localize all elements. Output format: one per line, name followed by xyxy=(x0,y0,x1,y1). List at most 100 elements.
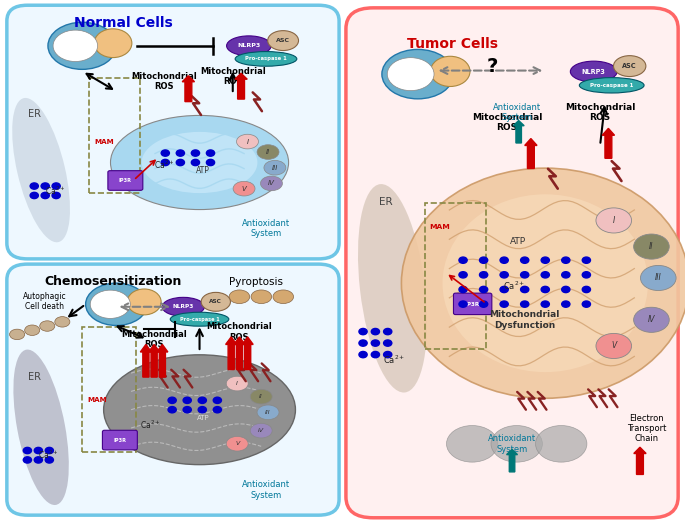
Circle shape xyxy=(541,257,549,263)
Circle shape xyxy=(479,257,488,263)
Circle shape xyxy=(176,160,184,166)
Ellipse shape xyxy=(640,265,676,290)
Text: NLRP3: NLRP3 xyxy=(173,304,194,309)
Circle shape xyxy=(500,257,508,263)
Text: I: I xyxy=(247,139,249,144)
Circle shape xyxy=(34,447,42,453)
Ellipse shape xyxy=(94,29,132,58)
Text: ATP: ATP xyxy=(197,415,210,420)
Circle shape xyxy=(30,183,38,189)
Circle shape xyxy=(191,150,199,156)
Ellipse shape xyxy=(12,98,70,242)
Ellipse shape xyxy=(171,312,229,326)
Circle shape xyxy=(562,257,570,263)
Ellipse shape xyxy=(260,176,282,191)
Ellipse shape xyxy=(25,325,40,335)
Circle shape xyxy=(521,272,529,278)
Text: Antioxidant
System: Antioxidant System xyxy=(242,480,290,500)
Circle shape xyxy=(45,447,53,453)
Text: V: V xyxy=(611,342,616,350)
Circle shape xyxy=(459,287,467,293)
Circle shape xyxy=(34,457,42,463)
Ellipse shape xyxy=(264,161,286,175)
Circle shape xyxy=(500,301,508,307)
Circle shape xyxy=(562,272,570,278)
Ellipse shape xyxy=(596,334,632,359)
Circle shape xyxy=(459,301,467,307)
Circle shape xyxy=(161,160,169,166)
Circle shape xyxy=(161,150,169,156)
Text: Antioxidant
System: Antioxidant System xyxy=(488,434,536,453)
FancyArrow shape xyxy=(525,139,537,168)
Text: ER: ER xyxy=(28,109,40,119)
Text: ASC: ASC xyxy=(623,63,637,69)
Text: NLRP3: NLRP3 xyxy=(237,43,260,48)
Text: ?: ? xyxy=(486,57,498,76)
Ellipse shape xyxy=(447,426,498,462)
Circle shape xyxy=(168,397,176,403)
FancyArrow shape xyxy=(225,337,237,370)
Ellipse shape xyxy=(250,423,272,438)
Bar xyxy=(82,327,136,452)
Circle shape xyxy=(23,457,32,463)
Text: Ca$^{2+}$: Ca$^{2+}$ xyxy=(503,280,525,292)
Text: Normal Cells: Normal Cells xyxy=(74,16,173,30)
Circle shape xyxy=(45,457,53,463)
Text: IV: IV xyxy=(648,315,655,324)
Circle shape xyxy=(500,272,508,278)
Text: Pro-caspase 1: Pro-caspase 1 xyxy=(179,317,219,322)
Ellipse shape xyxy=(358,184,427,393)
Text: ATP: ATP xyxy=(196,166,210,175)
Circle shape xyxy=(191,160,199,166)
Ellipse shape xyxy=(142,132,258,193)
Text: Ca$^{2+}$: Ca$^{2+}$ xyxy=(154,159,175,171)
Ellipse shape xyxy=(614,55,646,76)
Ellipse shape xyxy=(162,298,204,316)
Circle shape xyxy=(168,406,176,413)
Ellipse shape xyxy=(10,329,25,339)
Text: III: III xyxy=(655,274,662,282)
Circle shape xyxy=(384,351,392,358)
Circle shape xyxy=(479,287,488,293)
Circle shape xyxy=(384,340,392,346)
Text: ER: ER xyxy=(28,372,40,382)
Text: Ca$^{2+}$: Ca$^{2+}$ xyxy=(45,184,65,197)
Text: ASC: ASC xyxy=(210,299,222,304)
Ellipse shape xyxy=(110,116,288,210)
Circle shape xyxy=(371,351,379,358)
Text: MAM: MAM xyxy=(88,396,108,403)
Ellipse shape xyxy=(387,58,434,90)
Circle shape xyxy=(479,301,488,307)
Circle shape xyxy=(562,301,570,307)
Text: I: I xyxy=(612,216,615,225)
FancyArrow shape xyxy=(157,345,168,377)
Ellipse shape xyxy=(227,36,271,56)
Text: II: II xyxy=(260,394,263,399)
Circle shape xyxy=(198,406,206,413)
FancyArrow shape xyxy=(506,449,518,472)
Circle shape xyxy=(562,287,570,293)
Circle shape xyxy=(521,287,529,293)
FancyBboxPatch shape xyxy=(7,264,339,515)
Text: IV: IV xyxy=(258,428,264,433)
Circle shape xyxy=(30,192,38,199)
Circle shape xyxy=(479,272,488,278)
FancyArrow shape xyxy=(513,120,524,143)
Text: Pyroptosis: Pyroptosis xyxy=(229,277,283,287)
Ellipse shape xyxy=(226,376,248,391)
Ellipse shape xyxy=(382,50,453,99)
Text: Autophagic
Cell death: Autophagic Cell death xyxy=(23,292,66,312)
Ellipse shape xyxy=(90,290,130,319)
Circle shape xyxy=(521,301,529,307)
Ellipse shape xyxy=(229,290,249,303)
Text: V: V xyxy=(235,441,239,446)
Text: Mitochondrial
ROS: Mitochondrial ROS xyxy=(565,103,635,122)
FancyArrow shape xyxy=(602,128,614,158)
Ellipse shape xyxy=(634,307,669,333)
Ellipse shape xyxy=(430,56,470,86)
Circle shape xyxy=(198,397,206,403)
Circle shape xyxy=(582,257,590,263)
Text: ATP: ATP xyxy=(510,237,526,246)
Text: Ca$^{2+}$: Ca$^{2+}$ xyxy=(383,354,405,366)
Ellipse shape xyxy=(48,22,116,70)
